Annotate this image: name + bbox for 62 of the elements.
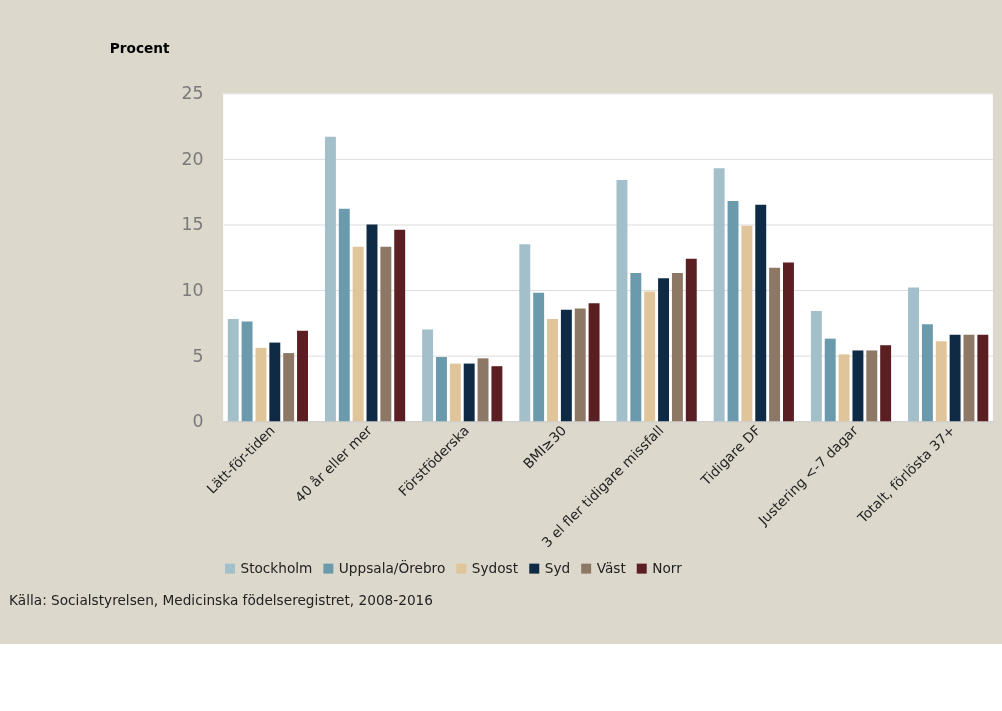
- bar: [713, 168, 725, 422]
- legend-label: Stockholm: [240, 560, 313, 577]
- bar: [547, 318, 558, 422]
- legend-label: Uppsala/Örebro: [338, 559, 446, 577]
- bar: [977, 334, 989, 422]
- bar: [630, 273, 642, 422]
- bar: [783, 262, 794, 422]
- bar: [588, 303, 600, 422]
- bar: [449, 363, 461, 422]
- y-tick-label: 10: [181, 280, 204, 301]
- bar: [477, 358, 489, 422]
- bar: [227, 318, 239, 422]
- bar: [949, 334, 961, 422]
- bar: [436, 357, 447, 422]
- bar: [463, 363, 475, 422]
- bar: [685, 258, 697, 422]
- bar: [963, 334, 975, 422]
- bar: [422, 329, 434, 422]
- bar: [838, 354, 850, 422]
- bar: [921, 324, 933, 422]
- bar: [255, 347, 267, 422]
- bar: [824, 338, 836, 422]
- bar: [852, 350, 864, 422]
- bar: [658, 278, 670, 422]
- bar: [338, 208, 350, 422]
- bar: [352, 246, 364, 422]
- y-tick-label: 5: [192, 345, 204, 366]
- bar: [394, 229, 406, 422]
- bar: [366, 224, 378, 422]
- bar: [574, 308, 586, 422]
- bar: [741, 225, 753, 422]
- bar: [324, 136, 336, 422]
- bar: [755, 204, 767, 422]
- bar: [241, 321, 253, 422]
- text: Källa: Socialstyrelsen, Medicinska födelseregistret, 2008-2016: [9, 592, 433, 609]
- bar: [908, 287, 919, 422]
- y-tick-label: 25: [181, 83, 204, 104]
- bar: [866, 350, 878, 422]
- y-tick-label: 20: [181, 148, 204, 169]
- bar: [269, 342, 281, 422]
- bar: [533, 292, 545, 422]
- bar: [297, 330, 308, 422]
- legend-label: Sydost: [471, 560, 519, 577]
- bar: [671, 273, 683, 422]
- legend-label: Väst: [596, 560, 627, 577]
- bar: [769, 267, 781, 422]
- bar: [727, 200, 739, 422]
- bar: [935, 341, 947, 422]
- bar: [283, 353, 295, 422]
- bar: [616, 179, 628, 422]
- legend-label: Syd: [544, 560, 571, 577]
- legend-label: Norr: [652, 560, 683, 577]
- bar: [519, 244, 531, 422]
- bar: [380, 246, 392, 422]
- y-tick-label: 0: [192, 411, 204, 432]
- bar: [810, 311, 822, 422]
- bar: [644, 291, 656, 422]
- y-axis-title: Procent: [109, 39, 170, 56]
- bar: [491, 366, 503, 422]
- bar: [880, 345, 892, 422]
- bar: [560, 309, 572, 422]
- y-tick-label: 15: [181, 214, 204, 235]
